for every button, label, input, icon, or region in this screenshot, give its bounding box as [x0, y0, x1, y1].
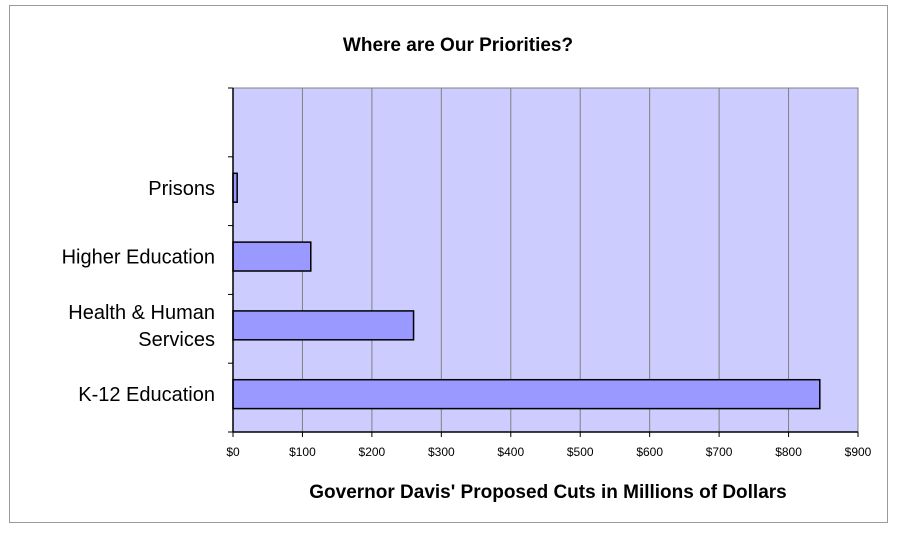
- x-tick-label: $500: [567, 445, 594, 459]
- bar-k-12-education: [232, 378, 821, 410]
- bars: [232, 172, 821, 410]
- x-tick-label: $700: [706, 445, 733, 459]
- x-axis-label: Governor Davis' Proposed Cuts in Million…: [309, 482, 787, 503]
- chart-title: Where are Our Priorities?: [343, 35, 573, 56]
- x-tick-label: $100: [289, 445, 316, 459]
- x-tick-label: $400: [497, 445, 524, 459]
- bar-health-human-services: [232, 310, 415, 341]
- x-tick-label: $600: [636, 445, 663, 459]
- axes: [228, 87, 859, 437]
- grid-lines: [301, 88, 859, 432]
- x-tick-label: $0: [226, 445, 240, 459]
- x-tick-label: $200: [359, 445, 386, 459]
- category-label: K-12 Education: [78, 384, 215, 406]
- category-labels: K-12 Education Health & Human Services High…: [62, 178, 215, 406]
- category-label: Higher Education: [62, 247, 215, 269]
- x-tick-label: $800: [775, 445, 802, 459]
- x-tick-label: $300: [428, 445, 455, 459]
- bar-higher-education: [232, 241, 312, 272]
- plot-area: [232, 87, 859, 433]
- category-label: Health & Human Services: [68, 302, 215, 351]
- category-label: Prisons: [148, 178, 215, 200]
- x-tick-labels: $0 $100 $200 $300 $400 $500 $600 $700 $800 $900: [226, 445, 871, 459]
- x-tick-label: $900: [845, 445, 872, 459]
